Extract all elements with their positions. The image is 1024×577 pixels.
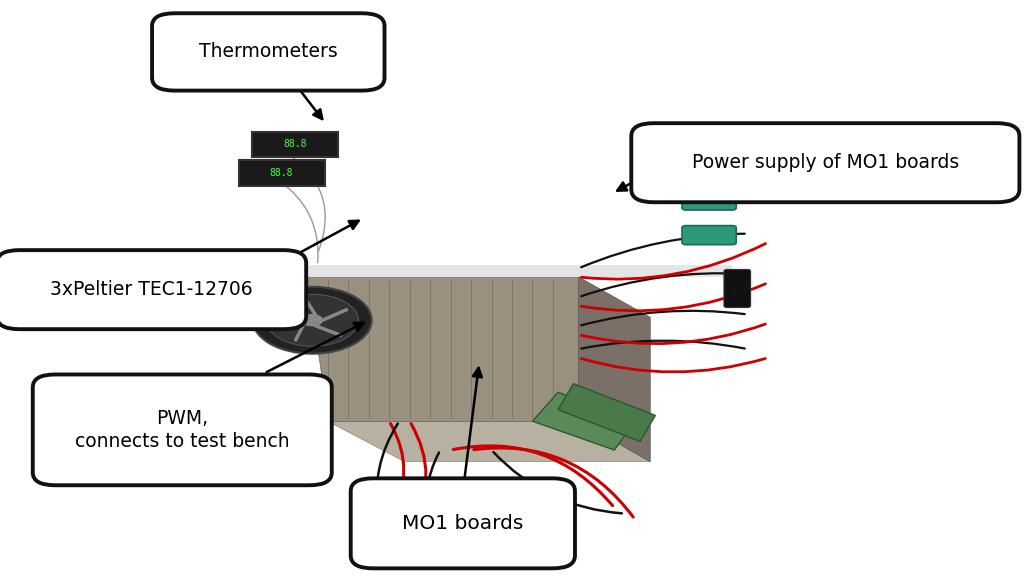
Bar	[302, 265, 732, 277]
FancyBboxPatch shape	[153, 13, 385, 91]
FancyBboxPatch shape	[724, 269, 751, 308]
Text: Thermometers: Thermometers	[199, 43, 338, 61]
Polygon shape	[579, 277, 650, 462]
Text: 88.8: 88.8	[284, 139, 306, 149]
Text: MO1 boards: MO1 boards	[402, 514, 523, 533]
Polygon shape	[558, 384, 655, 441]
FancyBboxPatch shape	[682, 156, 736, 175]
FancyBboxPatch shape	[350, 478, 575, 568]
Polygon shape	[532, 392, 635, 450]
FancyBboxPatch shape	[631, 123, 1020, 203]
FancyBboxPatch shape	[682, 226, 736, 245]
Polygon shape	[307, 277, 579, 421]
Text: 3xPeltier TEC1-12706: 3xPeltier TEC1-12706	[50, 280, 253, 299]
FancyBboxPatch shape	[252, 132, 338, 157]
Text: 88.8: 88.8	[270, 168, 293, 178]
Circle shape	[266, 294, 358, 346]
Text: Power supply of MO1 boards: Power supply of MO1 boards	[692, 153, 958, 172]
Circle shape	[302, 314, 323, 326]
FancyBboxPatch shape	[0, 250, 306, 329]
Circle shape	[253, 287, 372, 354]
FancyBboxPatch shape	[682, 191, 736, 210]
Text: PWM,
connects to test bench: PWM, connects to test bench	[75, 409, 290, 451]
Polygon shape	[328, 421, 650, 462]
FancyBboxPatch shape	[33, 374, 332, 485]
FancyBboxPatch shape	[239, 160, 325, 186]
